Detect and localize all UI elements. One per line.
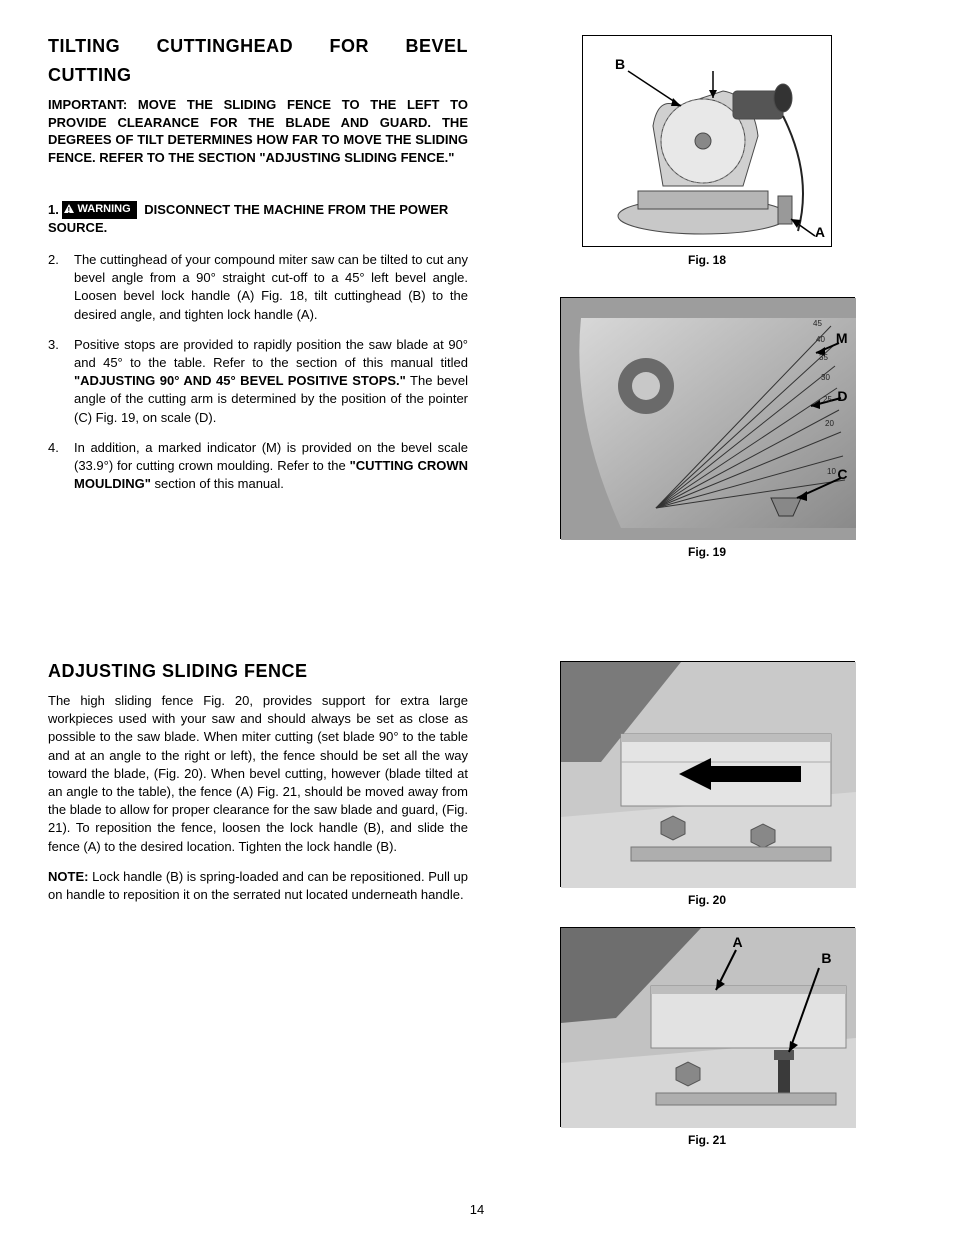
svg-text:30: 30 bbox=[821, 373, 830, 382]
warning-triangle-icon bbox=[64, 204, 74, 213]
fig20-caption: Fig. 20 bbox=[688, 893, 726, 907]
callout-D: D bbox=[837, 388, 847, 404]
warning-label: WARNING bbox=[77, 203, 130, 215]
warning-badge: WARNING bbox=[62, 201, 136, 218]
step-4: 4. In addition, a marked indicator (M) i… bbox=[48, 439, 468, 494]
text-column-2: ADJUSTING SLIDING FENCE The high sliding… bbox=[48, 661, 468, 1167]
figure-19: 45 40 35 30 25 20 10 M D C bbox=[560, 297, 855, 539]
svg-text:25: 25 bbox=[823, 395, 832, 404]
callout-A: A bbox=[815, 224, 825, 240]
fence-handle-icon bbox=[561, 928, 856, 1128]
fence-diagram-icon bbox=[561, 662, 856, 888]
step-text: The cuttinghead of your compound miter s… bbox=[74, 251, 468, 324]
heading-tilting: TILTING CUTTINGHEAD FOR BEVEL bbox=[48, 35, 468, 58]
svg-text:40: 40 bbox=[816, 335, 825, 344]
bevel-scale-icon: 45 40 35 30 25 20 10 bbox=[561, 298, 856, 540]
note-text: Lock handle (B) is spring-loaded and can… bbox=[48, 869, 468, 902]
steps-list: 2. The cuttinghead of your compound mite… bbox=[48, 251, 468, 493]
fence-note: NOTE: Lock handle (B) is spring-loaded a… bbox=[48, 868, 468, 904]
fence-paragraph: The high sliding fence Fig. 20, provides… bbox=[48, 692, 468, 856]
step-3: 3. Positive stops are provided to rapidl… bbox=[48, 336, 468, 427]
svg-text:45: 45 bbox=[813, 319, 822, 328]
step1-num: 1. bbox=[48, 202, 59, 217]
manual-page: TILTING CUTTINGHEAD FOR BEVEL CUTTING IM… bbox=[0, 0, 954, 1197]
step-num: 3. bbox=[48, 336, 74, 427]
step-text: Positive stops are provided to rapidly p… bbox=[74, 336, 468, 427]
callout-B: B bbox=[615, 56, 625, 72]
figure-18: B A bbox=[582, 35, 832, 247]
step-2: 2. The cuttinghead of your compound mite… bbox=[48, 251, 468, 324]
svg-text:10: 10 bbox=[827, 467, 836, 476]
svg-text:35: 35 bbox=[819, 353, 828, 362]
figure-21: A B bbox=[560, 927, 855, 1127]
callout-M: M bbox=[836, 330, 848, 346]
note-label: NOTE: bbox=[48, 869, 88, 884]
figure-20 bbox=[560, 661, 855, 887]
text-column-1: TILTING CUTTINGHEAD FOR BEVEL CUTTING IM… bbox=[48, 35, 468, 579]
step-text: In addition, a marked indicator (M) is p… bbox=[74, 439, 468, 494]
figure-column-1: B A Fig. 18 bbox=[508, 35, 906, 579]
section-sliding-fence: ADJUSTING SLIDING FENCE The high sliding… bbox=[48, 661, 906, 1167]
fig19-caption: Fig. 19 bbox=[688, 545, 726, 559]
callout-A21: A bbox=[733, 934, 743, 950]
callout-C: C bbox=[837, 466, 847, 482]
heading-tilting-2: CUTTING bbox=[48, 65, 468, 86]
callout-B21: B bbox=[821, 950, 831, 966]
step-num: 2. bbox=[48, 251, 74, 324]
fig18-caption: Fig. 18 bbox=[688, 253, 726, 267]
step-num: 4. bbox=[48, 439, 74, 494]
figure-column-2: Fig. 20 bbox=[508, 661, 906, 1167]
heading-sliding-fence: ADJUSTING SLIDING FENCE bbox=[48, 661, 468, 682]
svg-text:20: 20 bbox=[825, 419, 834, 428]
fig21-caption: Fig. 21 bbox=[688, 1133, 726, 1147]
step-1: 1. WARNING DISCONNECT THE MACHINE FROM T… bbox=[48, 201, 468, 237]
page-number: 14 bbox=[0, 1202, 954, 1217]
important-note: IMPORTANT: MOVE THE SLIDING FENCE TO THE… bbox=[48, 96, 468, 166]
section-bevel-cutting: TILTING CUTTINGHEAD FOR BEVEL CUTTING IM… bbox=[48, 35, 906, 579]
